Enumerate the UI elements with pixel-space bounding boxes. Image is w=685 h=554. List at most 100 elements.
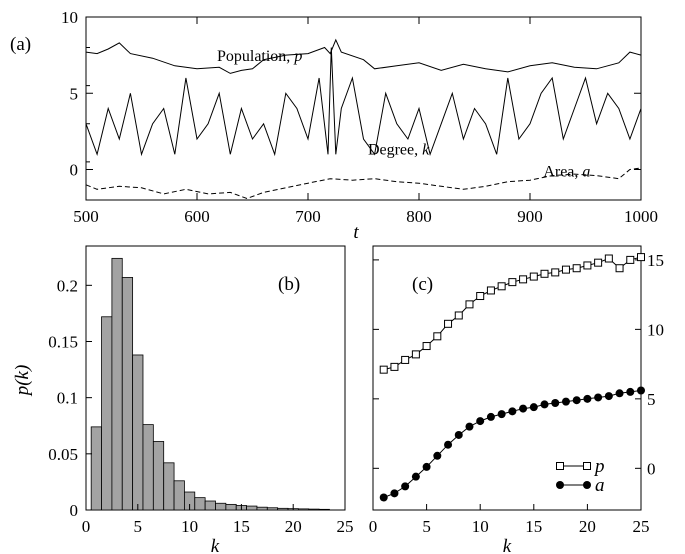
x-tick-label: 5 [422,517,431,536]
panel-c-xlabel: k [503,536,512,554]
x-tick-label: 10 [472,517,489,536]
marker-a [529,403,538,412]
marker-a [572,396,581,405]
x-tick-label: 20 [579,517,596,536]
histogram-bar [308,508,320,511]
histogram-bar [246,505,258,511]
marker-p [637,253,645,262]
panel-c-frame [372,245,642,511]
marker-p [551,268,560,277]
marker-a [379,493,388,502]
y-tick-label: 5 [70,84,79,103]
histogram-bar [132,354,144,511]
histogram-bar [318,508,330,511]
x-tick-label: 900 [517,207,543,226]
marker-p [604,254,613,263]
marker-a [401,482,410,491]
marker-a [476,417,485,426]
y-tick-label: 0.1 [57,389,78,408]
marker-a [604,392,613,401]
marker-a [465,422,474,431]
x-tick-label: 700 [295,207,321,226]
x-tick-label: 15 [233,517,250,536]
y-tick-label: 0.2 [57,276,78,295]
histogram-bar [204,500,216,511]
histogram-bar [173,480,185,511]
marker-p [594,258,603,267]
histogram-bar [266,507,279,511]
panel-c-line-plot: (c) k 0 5 10 15 20 25 0 5 10 15 pa [369,245,664,554]
marker-p [422,342,431,351]
marker-a [390,489,399,498]
panel-c-series [379,253,645,502]
x-tick-label: 5 [134,517,143,536]
marker-a [637,386,645,395]
annotation-3: Area, a [543,163,590,180]
marker-p [433,332,442,341]
marker-p [379,365,388,374]
marker-a [519,404,528,413]
marker-a [508,407,517,416]
panel-b-label: (b) [278,274,300,295]
marker-a [626,387,635,396]
legend-label-a: a [595,475,605,496]
marker-p [615,264,624,273]
marker-a [583,394,592,403]
panel-a-annotations: Population, p Degree, k Area, a [217,48,590,180]
marker-a [444,440,453,449]
marker-p [561,265,570,274]
marker-p [626,255,635,264]
marker-a [486,412,495,421]
x-tick-label: 0 [369,517,378,536]
histogram-bar [215,502,227,511]
marker-p [519,275,528,284]
legend-marker-a [583,481,591,489]
panel-b-ticks: 0 5 10 15 20 25 0 0.05 0.1 0.15 0.2 [48,276,353,536]
marker-a [540,400,549,409]
marker-p [540,269,549,278]
histogram-bar [163,462,175,511]
series-line-3 [85,167,642,200]
panel-b-histogram: (b) p(k) k 0 5 10 15 20 25 0 0.05 0.1 0.15 0.2 [12,245,354,554]
panel-b-bars [90,257,330,511]
marker-p [401,355,410,364]
marker-a [615,389,624,398]
y-tick-label: 0.15 [48,332,78,351]
panel-a-ticks: 500 600 700 800 900 1000 0 5 10 [61,8,658,226]
legend-label-p: p [593,456,605,477]
histogram-bar [101,316,113,511]
histogram-bar [111,257,123,511]
x-tick-label: 25 [633,517,650,536]
y-tick-label: 0 [70,161,79,180]
x-tick-label: 15 [525,517,542,536]
panel-c-ticks: 0 5 10 15 20 25 0 5 10 15 [369,251,664,536]
legend-marker-p [583,462,591,470]
panel-a-time-series: (a) t 500 600 700 800 900 1000 0 5 10 Population… [10,8,658,243]
marker-p [454,311,463,320]
histogram-bar [142,424,154,511]
histogram-bar [277,507,289,511]
x-tick-label: 1000 [624,207,658,226]
histogram-bar [256,506,268,511]
marker-p [572,264,581,273]
marker-p [497,282,506,291]
marker-a [561,397,570,406]
y-tick-label: 5 [647,390,656,409]
histogram-bar [90,426,102,511]
marker-p [486,286,495,295]
histogram-bar [152,441,165,511]
marker-p [411,350,420,359]
series-line-1 [85,38,642,74]
marker-a [422,462,431,471]
histogram-bar [121,277,134,511]
marker-a [454,430,463,439]
marker-p [444,319,453,328]
x-tick-label: 25 [337,517,354,536]
annotation-2: Degree, k [368,141,430,158]
legend-marker-a [556,481,564,489]
x-tick-label: 500 [73,207,99,226]
histogram-bar [225,503,237,511]
marker-p [476,292,485,301]
y-tick-label: 0 [647,459,656,478]
